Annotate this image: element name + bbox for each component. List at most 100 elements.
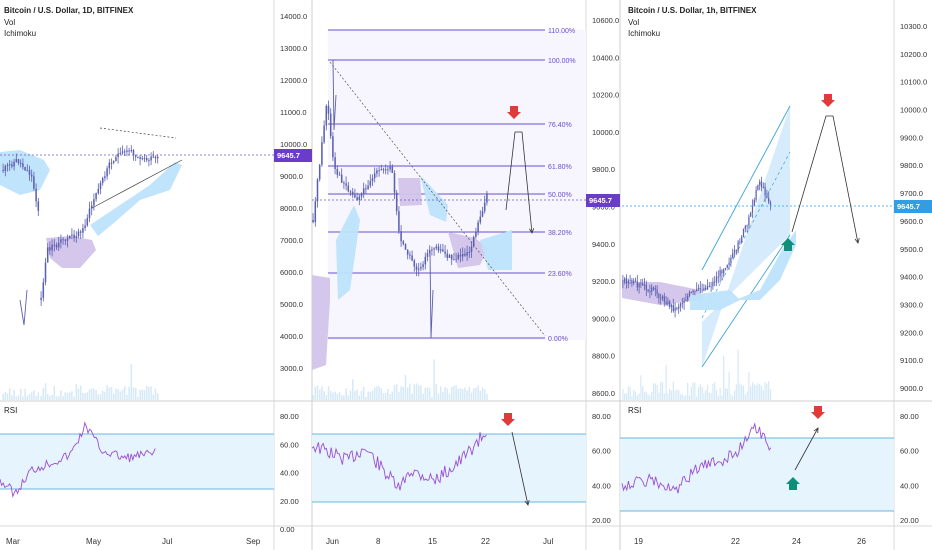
candle-body xyxy=(86,218,89,226)
candle-body xyxy=(769,202,772,205)
volume-bar xyxy=(314,386,317,400)
candle-body xyxy=(633,280,635,284)
candle-body xyxy=(64,239,67,241)
candle-body xyxy=(22,163,24,168)
volume-bar xyxy=(95,390,97,400)
candle-body xyxy=(732,253,734,258)
volume-bar xyxy=(325,394,328,400)
candle-body xyxy=(649,291,651,293)
volume-bar xyxy=(643,391,646,400)
volume-bar xyxy=(483,389,486,400)
candle-body xyxy=(53,244,56,246)
rsi-line xyxy=(621,422,772,494)
indicator-label: Ichimoku xyxy=(628,29,660,38)
volume-bar xyxy=(647,394,649,400)
candle-body xyxy=(751,206,754,213)
volume-bar xyxy=(431,396,433,400)
volume-bar xyxy=(139,389,141,400)
candle-body xyxy=(714,281,716,283)
fib-level-label: 76.40% xyxy=(548,122,572,129)
indicator-label: Vol xyxy=(628,18,639,27)
volume-bar xyxy=(415,383,418,400)
volume-bar xyxy=(685,394,687,400)
price-axis-tick: 9300.0 xyxy=(900,300,923,309)
volume-bar xyxy=(77,388,80,400)
volume-bar xyxy=(638,393,640,400)
candle-body xyxy=(634,280,637,282)
volume-bar xyxy=(101,390,104,400)
price-axis-tick: 5000.0 xyxy=(280,300,303,309)
candle-body xyxy=(71,234,73,236)
candle-body xyxy=(148,160,150,162)
candle-body xyxy=(398,211,400,232)
volume-bar xyxy=(645,391,647,400)
rsi-band xyxy=(620,438,894,511)
candle-body xyxy=(442,249,444,252)
volume-bar xyxy=(699,384,701,400)
candle-body xyxy=(755,190,757,200)
volume-bar xyxy=(674,390,676,400)
candle-body xyxy=(73,234,75,238)
volume-bar xyxy=(665,364,667,400)
volume-bar xyxy=(35,395,37,400)
candle-body xyxy=(768,197,770,203)
volume-bar xyxy=(411,393,413,400)
up-arrow-icon xyxy=(781,238,795,251)
candle-body xyxy=(356,197,358,201)
candle-body xyxy=(737,241,739,252)
candle-body xyxy=(325,105,328,126)
price-axis-tick: 8600.0 xyxy=(592,389,615,398)
rsi-projection-path xyxy=(511,431,529,506)
candle-body xyxy=(391,166,394,173)
candle-body xyxy=(446,253,449,258)
volume-bar xyxy=(112,393,115,400)
volume-bar xyxy=(398,392,400,400)
candle-body xyxy=(642,284,644,286)
volume-bar xyxy=(768,381,770,400)
ichimoku-cloud xyxy=(398,178,422,206)
price-axis-tick: 10000.0 xyxy=(592,128,619,137)
price-axis-tick: 9200.0 xyxy=(900,328,923,337)
candle-body xyxy=(68,235,71,239)
candle-body xyxy=(393,172,396,193)
panel-right: 10300.0 10200.0 10100.0 10000.0 9900.0 9800.0… xyxy=(628,6,927,546)
volume-bar xyxy=(450,387,453,400)
candle-body xyxy=(652,287,655,289)
volume-bar xyxy=(71,391,73,400)
candle-body xyxy=(705,287,707,290)
volume-bar xyxy=(402,386,405,400)
candle-body xyxy=(730,257,732,263)
time-axis-label: 22 xyxy=(731,537,740,546)
rsi-line xyxy=(0,421,156,498)
candle-body xyxy=(347,185,350,192)
volume-bar xyxy=(134,388,137,400)
candle-body xyxy=(631,279,633,284)
candle-wick xyxy=(429,249,434,339)
volume-bar xyxy=(413,384,416,400)
volume-bar xyxy=(692,382,694,400)
volume-bar xyxy=(705,390,707,400)
channel-upper-line xyxy=(701,105,791,271)
volume-bar xyxy=(106,385,108,400)
candle-body xyxy=(141,158,144,160)
volume-bar xyxy=(667,393,669,400)
volume-bar xyxy=(678,389,680,400)
candle-body xyxy=(437,246,440,251)
candle-body xyxy=(433,248,435,250)
candle-body xyxy=(703,287,705,291)
candle-body xyxy=(334,157,336,169)
candle-body xyxy=(665,301,667,305)
candle-body xyxy=(417,268,420,270)
candle-body xyxy=(481,211,484,217)
candle-body xyxy=(670,305,673,307)
candle-body xyxy=(384,169,387,171)
volume-bar xyxy=(44,383,47,400)
channel-mid-line xyxy=(701,151,791,319)
price-axis-tick: 9000.0 xyxy=(280,172,303,181)
volume-bar xyxy=(732,396,734,400)
candle-body xyxy=(683,300,685,304)
volume-bar xyxy=(466,390,468,400)
price-axis-tick: 9600.0 xyxy=(900,217,923,226)
volume-bar xyxy=(717,395,719,400)
rsi-axis-tick: 40.00 xyxy=(592,481,611,490)
